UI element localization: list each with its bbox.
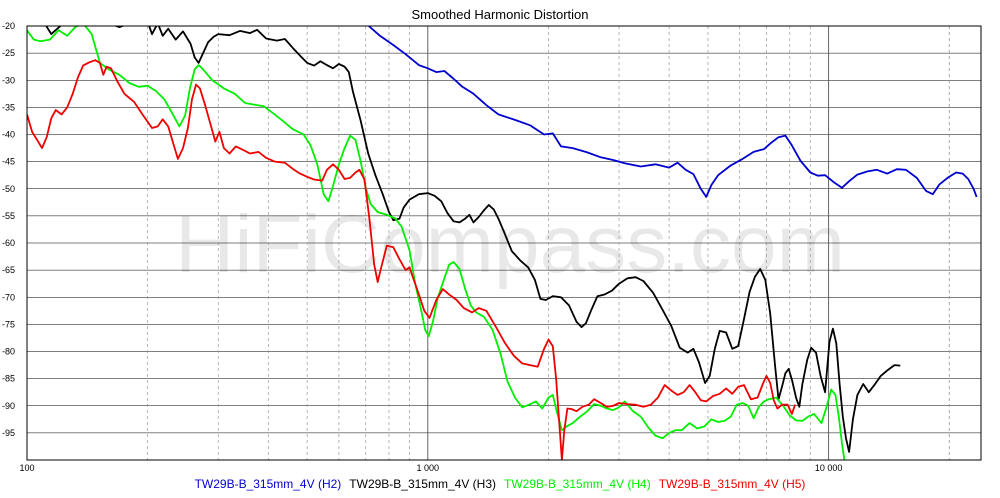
y-tick-label: -20 — [2, 21, 15, 31]
y-tick-label: -60 — [2, 238, 15, 248]
tick-labels: -20 -25 -30 -35 -40 -45 -50 -55 -60 -65 -70 -75 -80 -… — [2, 21, 842, 473]
legend-entry-2: TW29B-B_315mm_4V (H2) — [194, 477, 342, 491]
series-line-5 — [27, 59, 796, 460]
y-tick-label: -75 — [2, 319, 15, 329]
legend: TW29B-B_315mm_4V (H2) TW29B-B_315mm_4V (H… — [0, 477, 1000, 491]
grid — [26, 25, 981, 460]
y-tick-label: -85 — [2, 374, 15, 384]
y-tick-label: -30 — [2, 75, 15, 85]
y-tick-label: -40 — [2, 130, 15, 140]
y-tick-label: -95 — [2, 428, 15, 438]
series-line-2 — [367, 26, 978, 198]
chart-title: Smoothed Harmonic Distortion — [411, 7, 589, 22]
y-tick-label: -25 — [2, 48, 15, 58]
y-tick-label: -35 — [2, 102, 15, 112]
x-tick-label: 100 — [19, 463, 34, 473]
plot-frame — [26, 25, 982, 461]
y-tick-label: -65 — [2, 265, 15, 275]
x-tick-label: 1 000 — [417, 463, 440, 473]
x-tick-label: 10 000 — [815, 463, 843, 473]
legend-entry-4: TW29B-B_315mm_4V (H4) — [504, 477, 651, 491]
y-tick-label: -90 — [2, 401, 15, 411]
y-tick-label: -50 — [2, 184, 15, 194]
y-tick-label: -80 — [2, 347, 15, 357]
y-tick-label: -55 — [2, 211, 15, 221]
series-line-4 — [27, 26, 846, 460]
y-tick-label: -45 — [2, 157, 15, 167]
legend-entry-5: TW29B-B_315mm_4V (H5) — [658, 477, 806, 491]
series-layer — [27, 26, 978, 460]
y-tick-label: -70 — [2, 292, 15, 302]
legend-entry-3: TW29B-B_315mm_4V (H3) — [349, 477, 496, 491]
series-line-3 — [45, 26, 901, 453]
